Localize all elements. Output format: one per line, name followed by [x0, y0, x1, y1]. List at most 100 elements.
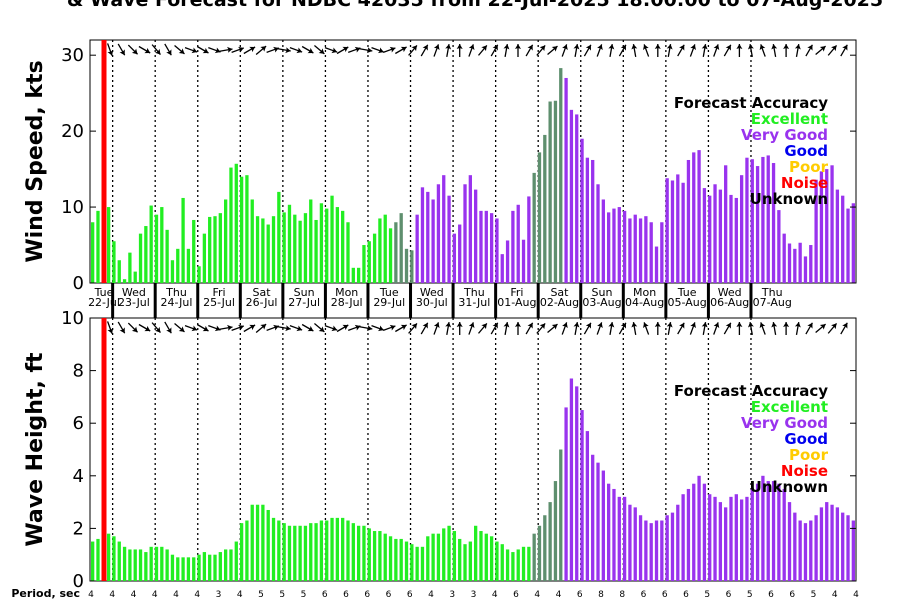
direction-arrow — [631, 43, 638, 58]
data-bar — [750, 159, 754, 283]
data-bar — [383, 533, 387, 581]
period-value: 6 — [683, 590, 689, 600]
direction-arrow — [255, 323, 267, 333]
legend-item: Noise — [781, 462, 828, 480]
data-bar — [729, 496, 733, 581]
direction-arrow — [164, 43, 172, 56]
data-bar — [287, 204, 292, 283]
data-bar — [697, 150, 701, 283]
direction-arrow — [561, 322, 568, 335]
data-bar — [622, 496, 627, 581]
data-bar — [399, 538, 403, 581]
date-label: 31-Jul — [458, 296, 490, 309]
date-label: 24-Jul — [161, 296, 193, 309]
data-bar — [654, 246, 659, 283]
data-bar — [192, 557, 196, 581]
direction-arrow — [151, 322, 161, 334]
direction-arrow — [382, 46, 396, 54]
direction-arrow — [596, 322, 603, 335]
direction-arrow — [701, 321, 708, 336]
data-bar — [511, 210, 515, 283]
y-tick-label: 0 — [73, 273, 84, 294]
data-bar — [165, 229, 169, 283]
direction-arrow — [420, 44, 429, 57]
direction-arrow — [231, 46, 245, 54]
direction-arrow — [266, 324, 280, 332]
period-value: 6 — [768, 590, 774, 600]
data-bar — [761, 156, 765, 283]
direction-arrow — [456, 44, 463, 57]
plot-frame — [89, 317, 857, 582]
data-bar — [553, 481, 558, 581]
direction-arrow — [723, 322, 732, 335]
data-bar — [601, 199, 605, 283]
data-bar — [186, 557, 191, 581]
data-bar — [346, 520, 350, 581]
day-label-strip: Tue22-JulWed23-JulThu24-JulFri25-JulSat2… — [88, 283, 792, 318]
day-of-week-label: Sun — [294, 286, 315, 299]
period-value: 4 — [194, 590, 200, 600]
data-bar — [170, 260, 175, 283]
direction-arrow — [561, 44, 568, 57]
direction-arrow — [255, 45, 267, 55]
data-bar — [415, 546, 419, 581]
data-bar — [628, 218, 632, 283]
day-of-week-label: Sat — [550, 286, 569, 299]
day-of-week-label: Tue — [677, 286, 697, 299]
y-tick-label: 6 — [73, 413, 84, 434]
data-bar — [814, 179, 818, 283]
period-value: 3 — [449, 590, 455, 600]
direction-arrow — [456, 322, 463, 335]
data-bar — [830, 165, 834, 283]
data-bar — [91, 541, 95, 581]
data-bar — [638, 515, 643, 581]
y-tick-label: 10 — [61, 197, 84, 218]
period-value: 4 — [832, 590, 838, 600]
data-bar — [239, 176, 244, 283]
data-bar — [782, 488, 786, 581]
data-bar — [303, 525, 308, 581]
data-bar — [192, 219, 196, 283]
direction-arrow — [138, 323, 151, 332]
data-bar — [197, 266, 201, 283]
data-bar — [484, 210, 488, 283]
data-bar — [814, 515, 818, 581]
data-bar — [548, 502, 552, 581]
data-bar — [766, 481, 770, 581]
period-value: 5 — [704, 590, 710, 600]
data-bar — [654, 520, 659, 581]
y-axis-label: Wind Speed, kts — [23, 60, 48, 262]
day-of-week-label: Fri — [510, 286, 523, 299]
data-bar — [165, 549, 169, 581]
data-bar — [607, 212, 611, 283]
data-bar — [197, 554, 201, 581]
direction-arrow — [208, 324, 221, 332]
data-bar — [532, 172, 536, 283]
data-bar — [665, 178, 669, 283]
direction-arrow — [608, 321, 615, 336]
period-value: 5 — [258, 590, 264, 600]
direction-arrow — [713, 44, 720, 57]
data-bar — [617, 207, 621, 283]
data-bar — [543, 134, 547, 283]
direction-arrow — [759, 44, 766, 57]
data-bar — [553, 100, 558, 283]
direction-arrow — [478, 322, 488, 334]
direction-arrow — [231, 324, 245, 332]
data-bar — [138, 549, 143, 581]
data-bar — [117, 541, 121, 581]
data-bar — [245, 520, 249, 581]
data-bar — [755, 483, 760, 581]
direction-arrow — [138, 45, 151, 54]
direction-arrow — [433, 322, 440, 335]
data-bar — [330, 517, 334, 581]
data-bar — [798, 242, 802, 283]
data-bar — [489, 213, 494, 283]
day-of-week-label: Wed — [420, 286, 444, 299]
data-bar — [314, 523, 318, 581]
direction-arrow — [289, 324, 303, 332]
direction-arrow — [490, 322, 499, 335]
legend-heading: Forecast Accuracy — [674, 382, 828, 400]
data-bar — [777, 210, 781, 283]
period-value: 6 — [513, 590, 519, 600]
